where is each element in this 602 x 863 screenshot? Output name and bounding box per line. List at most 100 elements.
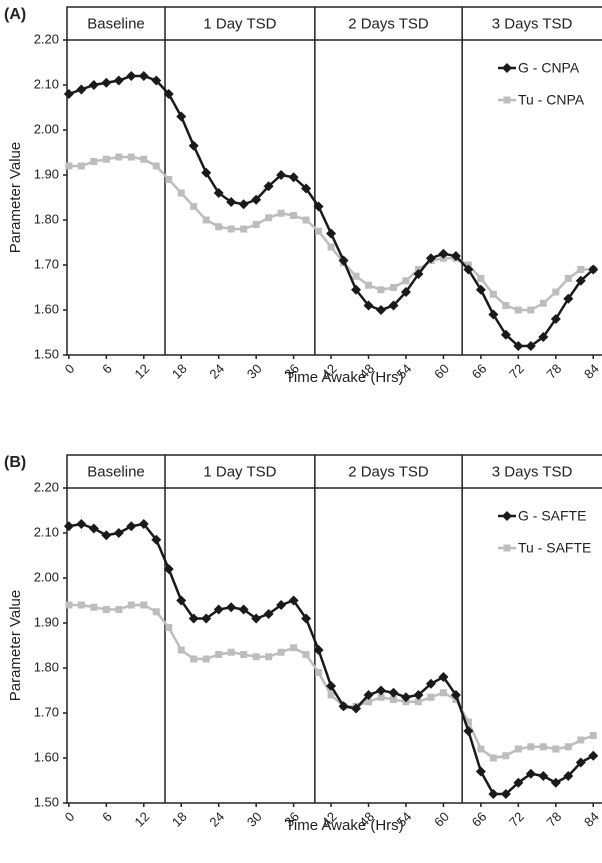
data-point (188, 140, 199, 151)
data-point (514, 745, 522, 753)
y-tick-label: 1.60 (34, 301, 59, 316)
x-tick-label: 60 (431, 361, 452, 382)
data-point (538, 771, 549, 781)
data-point (65, 162, 73, 170)
data-point (165, 624, 173, 631)
x-tick-label: 30 (244, 361, 265, 382)
axis-frame (66, 6, 602, 356)
data-point (138, 71, 149, 81)
phase-label: 1 Day TSD (203, 463, 276, 480)
data-point (177, 646, 185, 654)
data-point (315, 227, 323, 235)
data-point (575, 275, 586, 286)
data-point (127, 601, 135, 609)
data-point (326, 228, 337, 239)
x-axis-label: Time Awake (Hrs) (285, 817, 403, 834)
y-tick-label: 1.50 (34, 794, 59, 809)
data-point (163, 564, 174, 574)
data-point (140, 601, 148, 609)
y-tick-label: 1.60 (34, 749, 59, 764)
data-point (500, 789, 511, 799)
data-point (115, 606, 123, 613)
data-point (388, 687, 399, 698)
data-point (402, 277, 410, 285)
y-tick-label: 1.80 (34, 659, 59, 674)
data-point (539, 299, 547, 307)
data-point (463, 726, 474, 736)
legend-marker (503, 544, 511, 552)
data-point (352, 272, 360, 280)
y-tick-label: 2.00 (34, 121, 59, 136)
data-point (113, 528, 124, 538)
x-tick-label: 0 (62, 809, 78, 825)
x-tick-label: 24 (206, 809, 227, 830)
data-point (563, 771, 574, 781)
panel-label: (B) (4, 454, 26, 471)
data-point (577, 266, 585, 273)
data-point (502, 752, 510, 760)
x-tick-label: 84 (581, 361, 602, 382)
data-point (327, 243, 335, 251)
data-point (589, 732, 597, 739)
data-point (588, 264, 599, 275)
data-point (577, 736, 585, 744)
x-tick-label: 12 (131, 809, 152, 830)
legend-marker (502, 511, 512, 521)
y-tick-label: 2.20 (34, 31, 59, 46)
phase-label: 1 Day TSD (203, 15, 276, 32)
data-point (514, 306, 522, 314)
data-point (226, 197, 237, 207)
data-point (400, 287, 411, 297)
data-point (251, 613, 262, 624)
data-point (525, 341, 536, 351)
data-point (377, 693, 385, 701)
x-tick-label: 66 (469, 361, 490, 382)
y-tick-label: 1.90 (34, 614, 59, 629)
data-point (327, 691, 335, 699)
data-point (102, 606, 110, 613)
data-point (63, 521, 74, 532)
data-point (63, 89, 74, 99)
data-point (176, 595, 187, 606)
data-point (502, 302, 510, 309)
data-point (113, 75, 124, 86)
data-point (190, 203, 198, 210)
data-point (302, 216, 310, 224)
data-point (88, 523, 99, 534)
data-point (425, 678, 436, 689)
legend-label: G - SAFTE (518, 508, 586, 524)
data-point (376, 685, 387, 696)
data-point (263, 609, 274, 619)
y-axis-label: Parameter Value (7, 590, 24, 701)
data-point (140, 155, 148, 163)
data-point (213, 604, 224, 615)
legend-label: Tu - CNPA (518, 92, 585, 108)
data-point (201, 167, 212, 178)
data-point (227, 225, 235, 233)
x-tick-label: 78 (544, 809, 565, 830)
x-tick-label: 18 (169, 361, 190, 382)
phase-label: 2 Days TSD (348, 15, 429, 32)
x-tick-label: 6 (99, 361, 115, 377)
data-point (563, 293, 574, 304)
phase-label: Baseline (87, 15, 145, 32)
y-tick-label: 1.70 (34, 256, 59, 271)
data-point (351, 284, 362, 295)
y-tick-label: 1.70 (34, 704, 59, 719)
data-point (464, 718, 472, 726)
data-point (513, 777, 524, 788)
data-point (475, 284, 486, 295)
data-point (177, 189, 185, 197)
data-point (288, 172, 299, 183)
data-point (413, 269, 424, 279)
legend-marker (502, 63, 512, 73)
data-point (389, 696, 397, 703)
data-point (240, 651, 248, 658)
x-tick-label: 78 (544, 361, 565, 382)
series-line (68, 74, 595, 348)
data-point (252, 221, 260, 228)
data-point (500, 329, 511, 340)
data-point (151, 75, 162, 86)
data-point (115, 153, 123, 161)
series-line (68, 522, 594, 796)
